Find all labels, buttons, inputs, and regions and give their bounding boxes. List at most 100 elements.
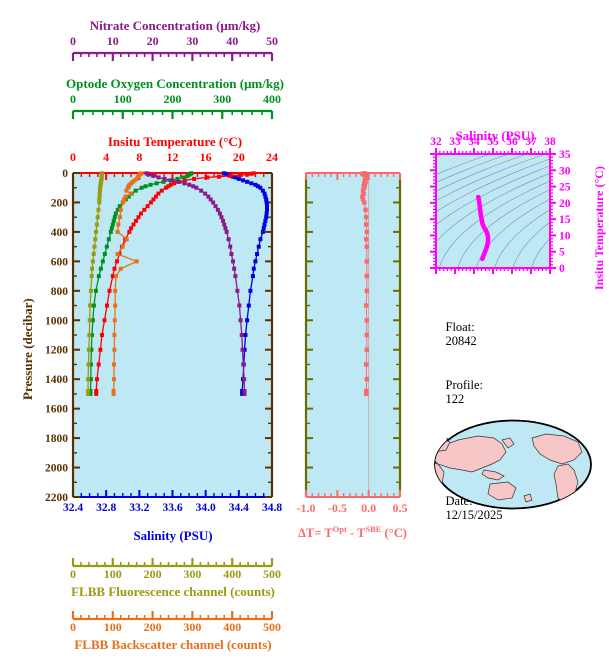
ts-temperature-axis-label: Insitu Temperature (°C) — [592, 166, 606, 290]
profile-trace-flbb — [86, 171, 104, 396]
delta-t-label-end: (°C) — [381, 526, 407, 541]
pressure-tick-label: 0 — [62, 168, 68, 180]
ts-salinity-tick-label: 34 — [468, 136, 480, 148]
pressure-axis-label: Pressure (decibar) — [20, 298, 35, 400]
salinity-tick-label: 33.2 — [129, 502, 149, 514]
axis-tick-label: 200 — [163, 92, 182, 106]
oxygen-axis-ruler — [71, 109, 274, 119]
fluorescence-axis-title: FLBB Fluorescence channel (counts) — [71, 584, 275, 599]
pressure-tick-label: 1600 — [45, 404, 68, 416]
world-map-icon — [434, 419, 592, 510]
salinity-tick-label: 34.8 — [262, 502, 282, 514]
axis-tick-label: 4 — [103, 150, 110, 164]
pressure-tick-label: 1800 — [45, 433, 68, 445]
profile-trace-flbb — [111, 171, 144, 396]
temperature-axis-group: Insitu Temperature (°C) 0 4 8 12 16 20 24 — [0, 134, 609, 164]
axis-tick-label: 24 — [266, 150, 278, 164]
metadata-float-row: Float: 20842 — [433, 305, 515, 363]
delta-t-tick-label: 0.0 — [361, 501, 376, 515]
axis-tick-label: 100 — [113, 92, 132, 106]
pressure-tick-label: 2000 — [45, 463, 68, 475]
axis-tick-label: 0 — [70, 150, 76, 164]
delta-t-label-part1: ΔT= T — [298, 526, 333, 541]
axis-tick-label: 200 — [143, 567, 162, 581]
axis-tick-label: 0 — [70, 620, 76, 634]
pressure-tick-label: 400 — [51, 227, 69, 239]
temperature-axis-title: Insitu Temperature (°C) — [107, 134, 243, 149]
axis-tick-label: 500 — [263, 567, 281, 581]
ts-salinity-tick-label: 36 — [506, 136, 518, 148]
pressure-tick-label: 2200 — [45, 492, 68, 504]
axis-tick-label: 100 — [103, 620, 122, 634]
metadata-profile-value: 122 — [445, 392, 465, 406]
pressure-tick-label: 1400 — [45, 374, 68, 386]
isopycnal-contours — [436, 154, 550, 268]
metadata-profile-row: Profile: 122 — [433, 363, 515, 421]
nitrate-axis-title: Nitrate Concentration (μm/kg) — [89, 18, 261, 33]
ts-salinity-tick-label: 33 — [449, 136, 461, 148]
profile-trace-salinity — [221, 171, 270, 396]
delta-t-sup-opt: Opt — [332, 524, 347, 534]
temperature-tick-numbers: 0 4 8 12 16 20 24 — [70, 150, 278, 165]
axis-tick-label: 20 — [146, 34, 159, 48]
backscatter-axis-ruler — [71, 611, 274, 621]
axis-tick-label: 400 — [223, 620, 242, 634]
salinity-axis-title: Salinity (PSU) — [133, 528, 213, 543]
profile-trace-nitrate — [144, 171, 247, 396]
ts-temperature-tick-label: 15 — [559, 214, 571, 226]
delta-t-sup-sbe: SBE — [365, 524, 382, 534]
salinity-tick-label: 34.4 — [229, 502, 249, 514]
ts-salinity-tick-label: 35 — [487, 136, 499, 148]
fluorescence-axis-ruler — [71, 558, 274, 568]
ts-profile-trace — [475, 194, 491, 262]
delta-t-plot[interactable]: -1.0 -0.5 0.0 0.5 — [290, 150, 420, 520]
ts-salinity-tick-label: 38 — [544, 136, 556, 148]
ts-temperature-tick-label: 10 — [559, 230, 571, 242]
axis-tick-label: 20 — [232, 150, 245, 164]
axis-tick-label: 10 — [106, 34, 119, 48]
salinity-tick-label: 32.4 — [63, 502, 83, 514]
ts-salinity-tick-label: 37 — [525, 136, 537, 148]
pressure-tick-label: 1000 — [45, 315, 68, 327]
metadata-date-value: 12/15/2025 — [445, 508, 503, 522]
delta-t-axis-title: ΔT= TOpt - TSBE (°C) — [285, 524, 420, 541]
nitrate-axis-ruler — [71, 51, 274, 61]
pressure-tick-label: 200 — [51, 197, 69, 209]
axis-tick-label: 50 — [266, 34, 278, 48]
ts-temperature-tick-label: 25 — [559, 182, 571, 194]
salinity-tick-label: 33.6 — [162, 502, 182, 514]
axis-tick-label: 300 — [183, 620, 202, 634]
salinity-tick-label: 34.0 — [196, 502, 216, 514]
world-map-graphic — [434, 419, 592, 510]
delta-t-label-mid: - T — [346, 526, 366, 541]
axis-tick-label: 500 — [263, 620, 281, 634]
axis-tick-label: 16 — [199, 150, 212, 164]
main-profile-plot[interactable]: 32.4 32.8 33.2 33.6 34.0 34.4 34.8020040060080… — [0, 150, 300, 520]
metadata-profile-label: Profile: — [445, 377, 484, 392]
ts-temperature-tick-label: 0 — [559, 263, 565, 275]
axis-tick-label: 0 — [70, 34, 76, 48]
ts-diagram[interactable]: 32 33 34 35 36 37 38 0 5 10 15 20 25 30 35 — [418, 136, 608, 294]
pressure-tick-label: 600 — [51, 256, 69, 268]
axis-tick-label: 0 — [70, 92, 76, 106]
pressure-tick-label: 800 — [51, 286, 69, 298]
ts-salinity-tick-label: 32 — [430, 136, 442, 148]
metadata-float-label: Float: — [445, 319, 475, 334]
axis-tick-label: 300 — [183, 567, 202, 581]
delta-t-trace — [360, 171, 369, 397]
axis-tick-label: 40 — [226, 34, 239, 48]
oxygen-tick-numbers: 0 100 200 300 400 — [70, 92, 281, 107]
axis-tick-label: 8 — [136, 150, 143, 164]
metadata-float-value: 20842 — [445, 334, 477, 348]
axis-tick-label: 400 — [223, 567, 242, 581]
axis-tick-label: 400 — [263, 92, 281, 106]
ts-temperature-tick-label: 5 — [559, 247, 565, 259]
nitrate-axis-group: Nitrate Concentration (μm/kg) 0 10 20 30 40 5… — [0, 18, 609, 61]
axis-tick-label: 100 — [103, 567, 122, 581]
pressure-tick-label: 1200 — [45, 345, 68, 357]
ts-plot-title: Salinity (PSU) — [455, 128, 535, 143]
delta-t-tick-label: -0.5 — [328, 501, 347, 515]
nitrate-tick-numbers: 0 10 20 30 40 50 — [70, 34, 278, 49]
axis-tick-label: 0 — [70, 567, 76, 581]
salinity-tick-label: 32.8 — [96, 502, 116, 514]
